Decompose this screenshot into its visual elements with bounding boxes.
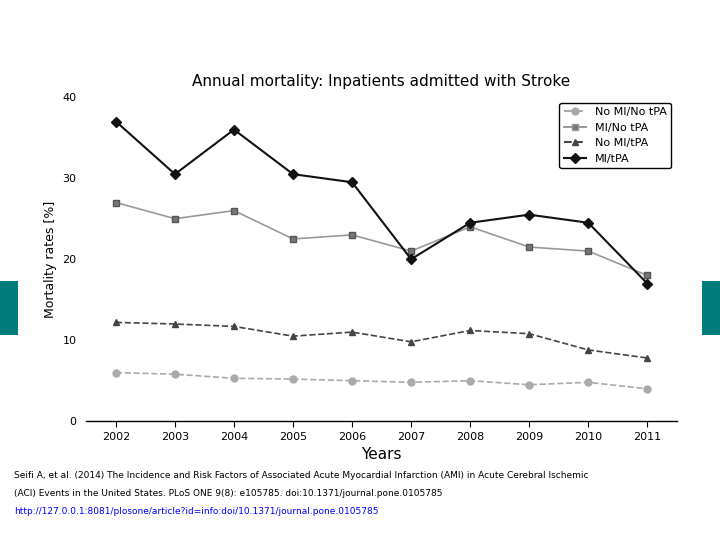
Text: (ACI) Events in the United States. PLoS ONE 9(8): e105785. doi:10.1371/journal.p: (ACI) Events in the United States. PLoS …	[14, 489, 443, 498]
Text: Seifi A, et al. (2014) The Incidence and Risk Factors of Associated Acute Myocar: Seifi A, et al. (2014) The Incidence and…	[14, 471, 589, 480]
Title: Annual mortality: Inpatients admitted with Stroke: Annual mortality: Inpatients admitted wi…	[192, 74, 571, 89]
Text: http://127.0.0.1:8081/plosone/article?id=info:doi/10.1371/journal.pone.0105785: http://127.0.0.1:8081/plosone/article?id…	[14, 507, 379, 516]
Legend: No MI/No tPA, MI/No tPA, No MI/tPA, MI/tPA: No MI/No tPA, MI/No tPA, No MI/tPA, MI/t…	[559, 103, 671, 168]
Y-axis label: Mortality rates [%]: Mortality rates [%]	[44, 200, 57, 318]
X-axis label: Years: Years	[361, 447, 402, 462]
